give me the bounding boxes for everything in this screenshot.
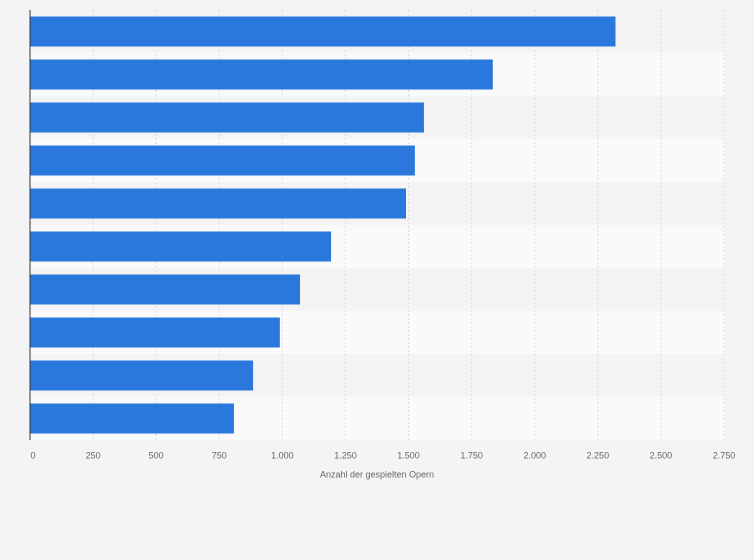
x-tick-label: 0 (30, 450, 35, 460)
bar (30, 360, 254, 391)
x-tick-label: 2.500 (650, 450, 673, 460)
x-tick-label: 2.750 (713, 450, 736, 460)
x-tick-label: 2.000 (523, 450, 546, 460)
x-tick-label: 250 (86, 450, 101, 460)
bar (30, 274, 301, 305)
x-tick-label: 500 (149, 450, 164, 460)
bar (30, 317, 280, 348)
x-axis-label: Anzahl der gespielten Opern (320, 469, 434, 479)
x-tick-label: 1.000 (271, 450, 294, 460)
x-tick-label: 1.250 (334, 450, 357, 460)
bar (30, 59, 493, 90)
bar (30, 231, 332, 262)
x-tick-label: 1.500 (397, 450, 420, 460)
bar (30, 403, 234, 434)
bar (30, 16, 616, 47)
x-tick-label: 1.750 (460, 450, 483, 460)
x-tick-label: 750 (212, 450, 227, 460)
bar (30, 188, 407, 219)
x-tick-label: 2.250 (587, 450, 610, 460)
bar (30, 102, 424, 133)
bar (30, 145, 415, 176)
